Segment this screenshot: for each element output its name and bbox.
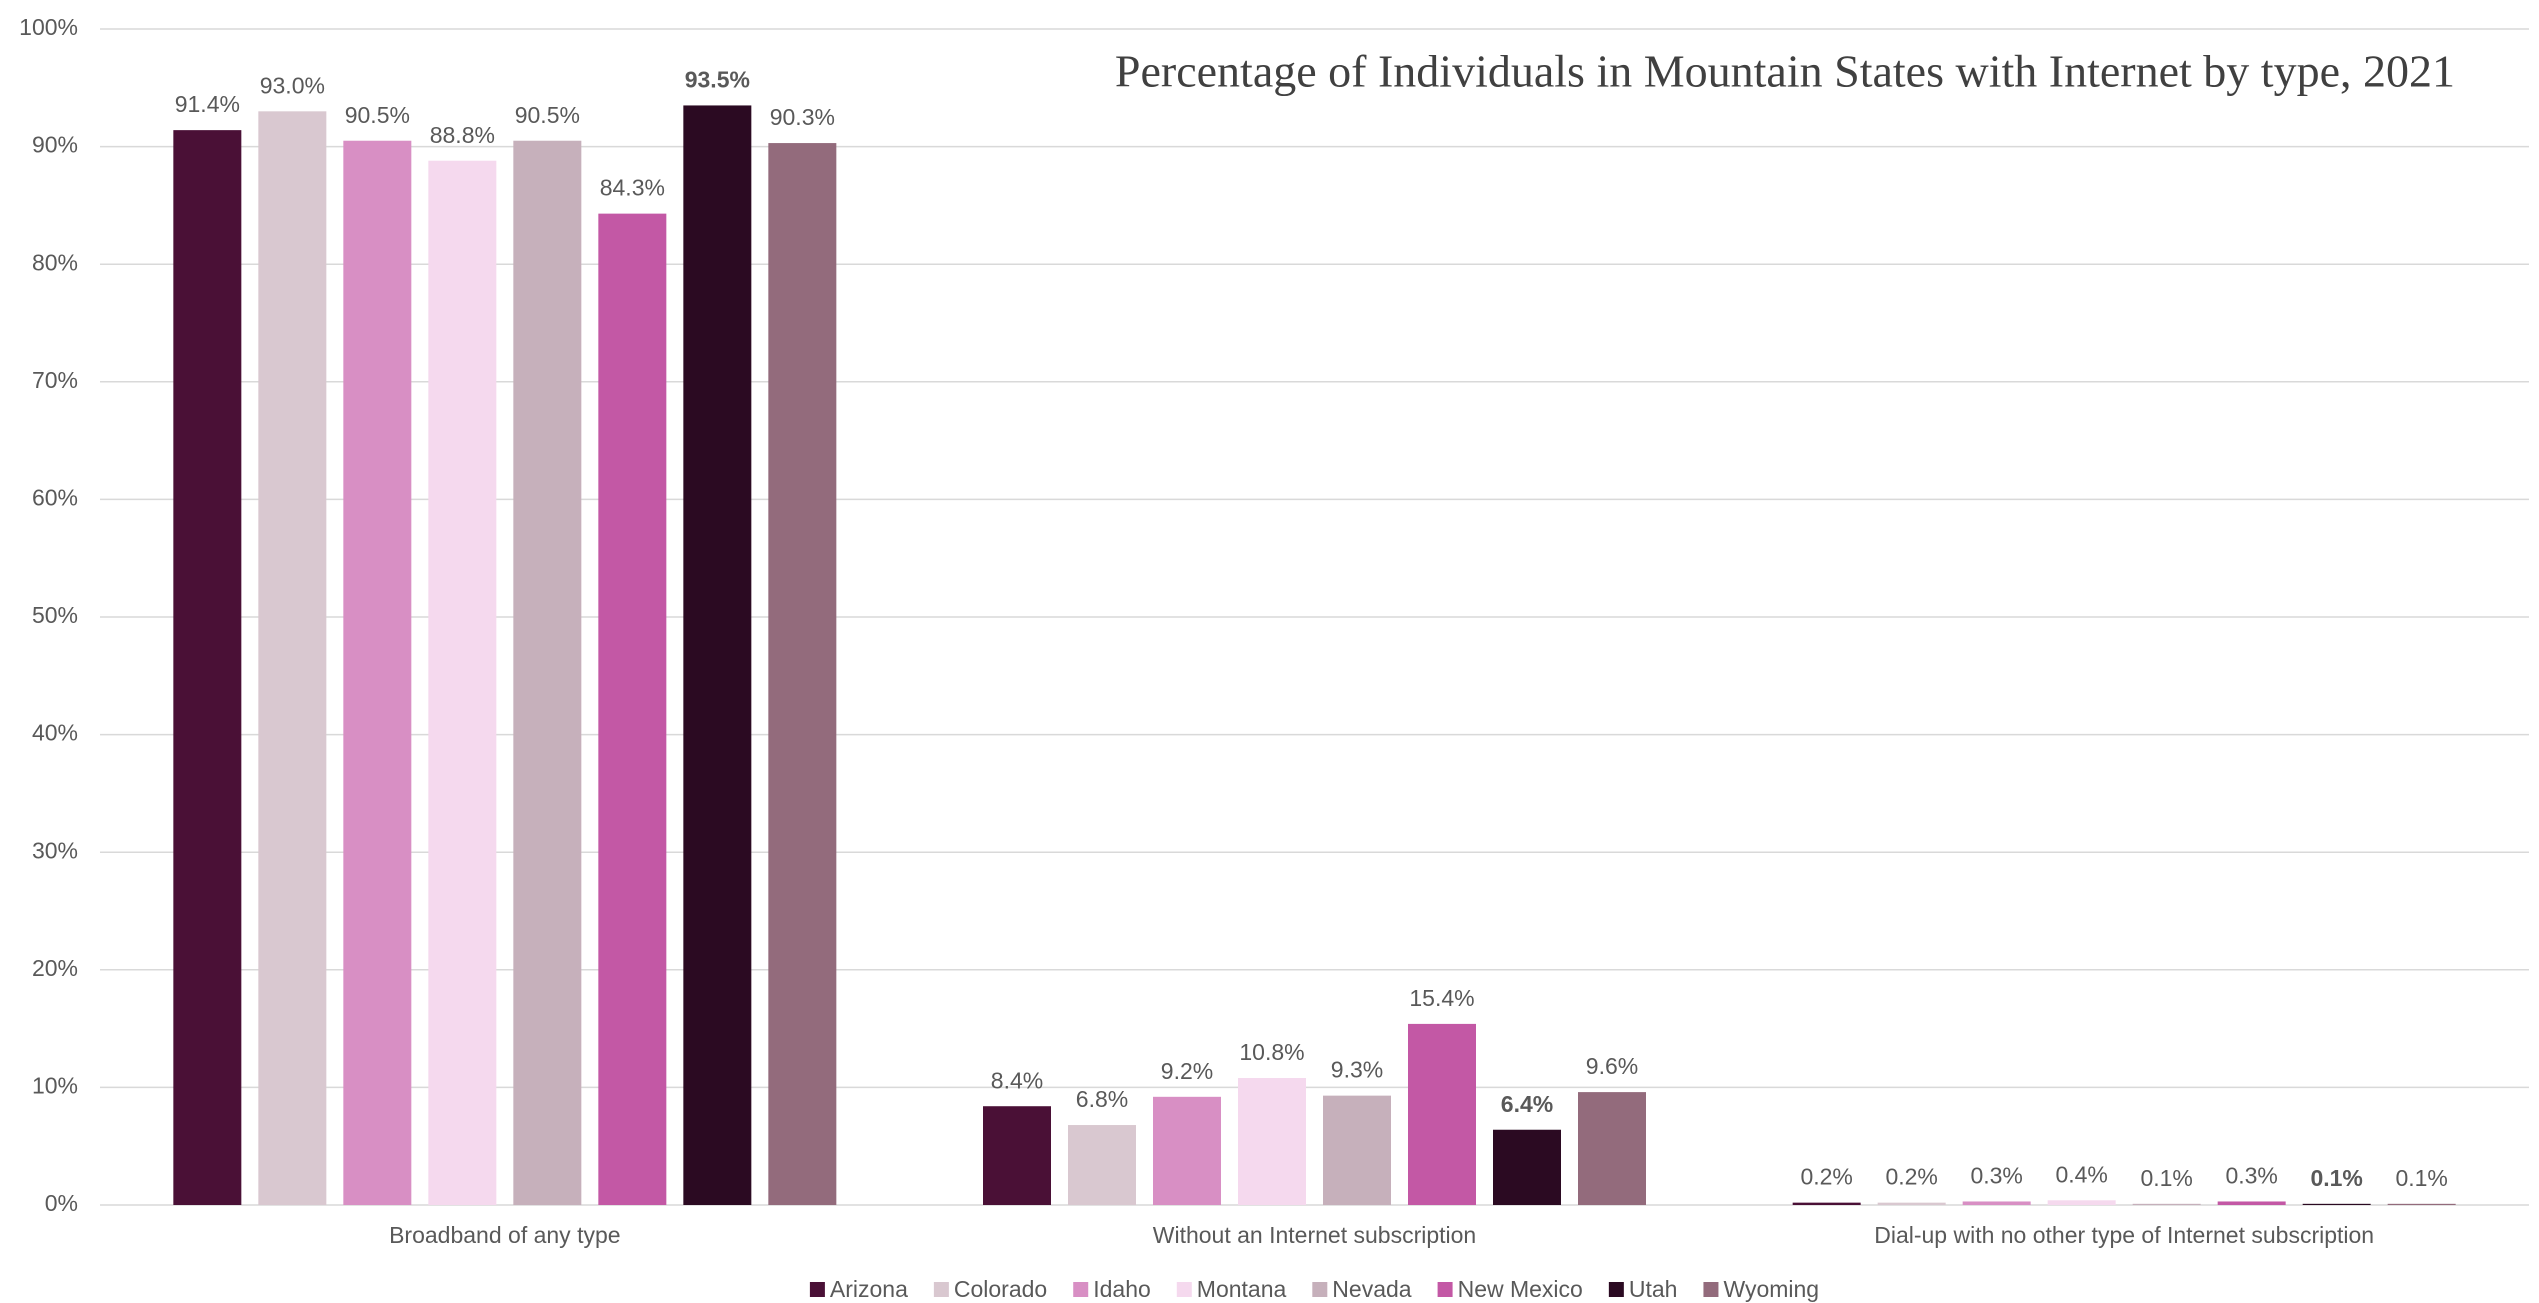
legend-swatch: [809, 1282, 825, 1297]
legend-label: Montana: [1197, 1276, 1287, 1302]
y-tick-label: 20%: [32, 955, 78, 981]
data-label: 9.2%: [1161, 1058, 1213, 1084]
data-label: 0.2%: [1885, 1164, 1937, 1190]
y-tick-label: 30%: [32, 837, 78, 863]
legend-label: New Mexico: [1458, 1276, 1583, 1302]
data-label: 93.0%: [260, 72, 325, 98]
x-tick-label: Without an Internet subscription: [1153, 1222, 1476, 1248]
data-label: 90.5%: [515, 102, 580, 128]
data-label: 0.3%: [2225, 1163, 2277, 1189]
bar: [983, 1106, 1051, 1205]
legend-swatch: [1608, 1282, 1624, 1297]
legend-swatch: [1312, 1282, 1328, 1297]
bar: [768, 143, 837, 1205]
legend-swatch: [1073, 1282, 1089, 1297]
bar: [343, 140, 412, 1206]
data-label: 93.5%: [685, 67, 750, 93]
bar: [1877, 1202, 1946, 1205]
bar: [1408, 1023, 1476, 1205]
y-tick-label: 80%: [32, 249, 78, 275]
data-label: 90.3%: [770, 104, 835, 130]
y-tick-label: 60%: [32, 484, 78, 510]
legend-label: Nevada: [1332, 1276, 1411, 1302]
data-label: 8.4%: [991, 1067, 1043, 1093]
data-label: 0.1%: [2310, 1165, 2362, 1191]
bar: [683, 105, 752, 1206]
legend-label: Arizona: [830, 1276, 908, 1302]
data-label: 84.3%: [600, 175, 665, 201]
data-label: 0.3%: [1970, 1163, 2022, 1189]
bar: [2132, 1203, 2201, 1205]
data-label: 9.3%: [1331, 1057, 1383, 1083]
legend-label: Wyoming: [1723, 1276, 1819, 1302]
data-label: 0.4%: [2055, 1161, 2107, 1187]
y-tick-label: 0%: [45, 1190, 78, 1216]
bar: [2217, 1201, 2286, 1205]
data-label: 0.2%: [1800, 1164, 1852, 1190]
x-tick-label: Broadband of any type: [389, 1222, 620, 1248]
bar: [2302, 1203, 2371, 1205]
bar: [258, 111, 327, 1206]
legend-label: Colorado: [954, 1276, 1047, 1302]
bar: [428, 160, 497, 1205]
data-label: 10.8%: [1239, 1039, 1304, 1065]
data-label: 9.6%: [1586, 1053, 1638, 1079]
data-label: 91.4%: [175, 91, 240, 117]
data-label: 88.8%: [430, 122, 495, 148]
data-label: 6.4%: [1501, 1091, 1553, 1117]
legend-label: Idaho: [1093, 1276, 1151, 1302]
y-tick-label: 100%: [19, 14, 78, 40]
data-label: 0.1%: [2395, 1165, 2447, 1191]
bar: [1153, 1096, 1221, 1205]
bar: [1792, 1202, 1861, 1205]
x-tick-label: Dial-up with no other type of Internet s…: [1874, 1222, 2374, 1248]
bar: [2047, 1200, 2116, 1205]
data-label: 0.1%: [2140, 1165, 2192, 1191]
legend-swatch: [933, 1282, 949, 1297]
bar: [1238, 1077, 1306, 1205]
data-label: 6.8%: [1076, 1086, 1128, 1112]
y-tick-label: 70%: [32, 367, 78, 393]
bar: [2387, 1203, 2456, 1205]
legend-swatch: [1437, 1282, 1453, 1297]
y-tick-label: 50%: [32, 602, 78, 628]
legend-swatch: [1703, 1282, 1719, 1297]
bar: [1962, 1201, 2031, 1205]
y-tick-label: 10%: [32, 1072, 78, 1098]
bar: [173, 130, 242, 1206]
legend-swatch: [1176, 1282, 1192, 1297]
bar: [1578, 1092, 1646, 1205]
bar: [513, 140, 582, 1206]
y-tick-label: 90%: [32, 132, 78, 158]
legend-label: Utah: [1629, 1276, 1678, 1302]
data-label: 15.4%: [1409, 985, 1474, 1011]
chart-title: Percentage of Individuals in Mountain St…: [1115, 46, 2455, 97]
bar: [1068, 1125, 1136, 1205]
bar: [1493, 1129, 1561, 1205]
data-label: 90.5%: [345, 102, 410, 128]
bar: [598, 213, 667, 1205]
bar: [1323, 1095, 1391, 1205]
y-tick-label: 40%: [32, 720, 78, 746]
